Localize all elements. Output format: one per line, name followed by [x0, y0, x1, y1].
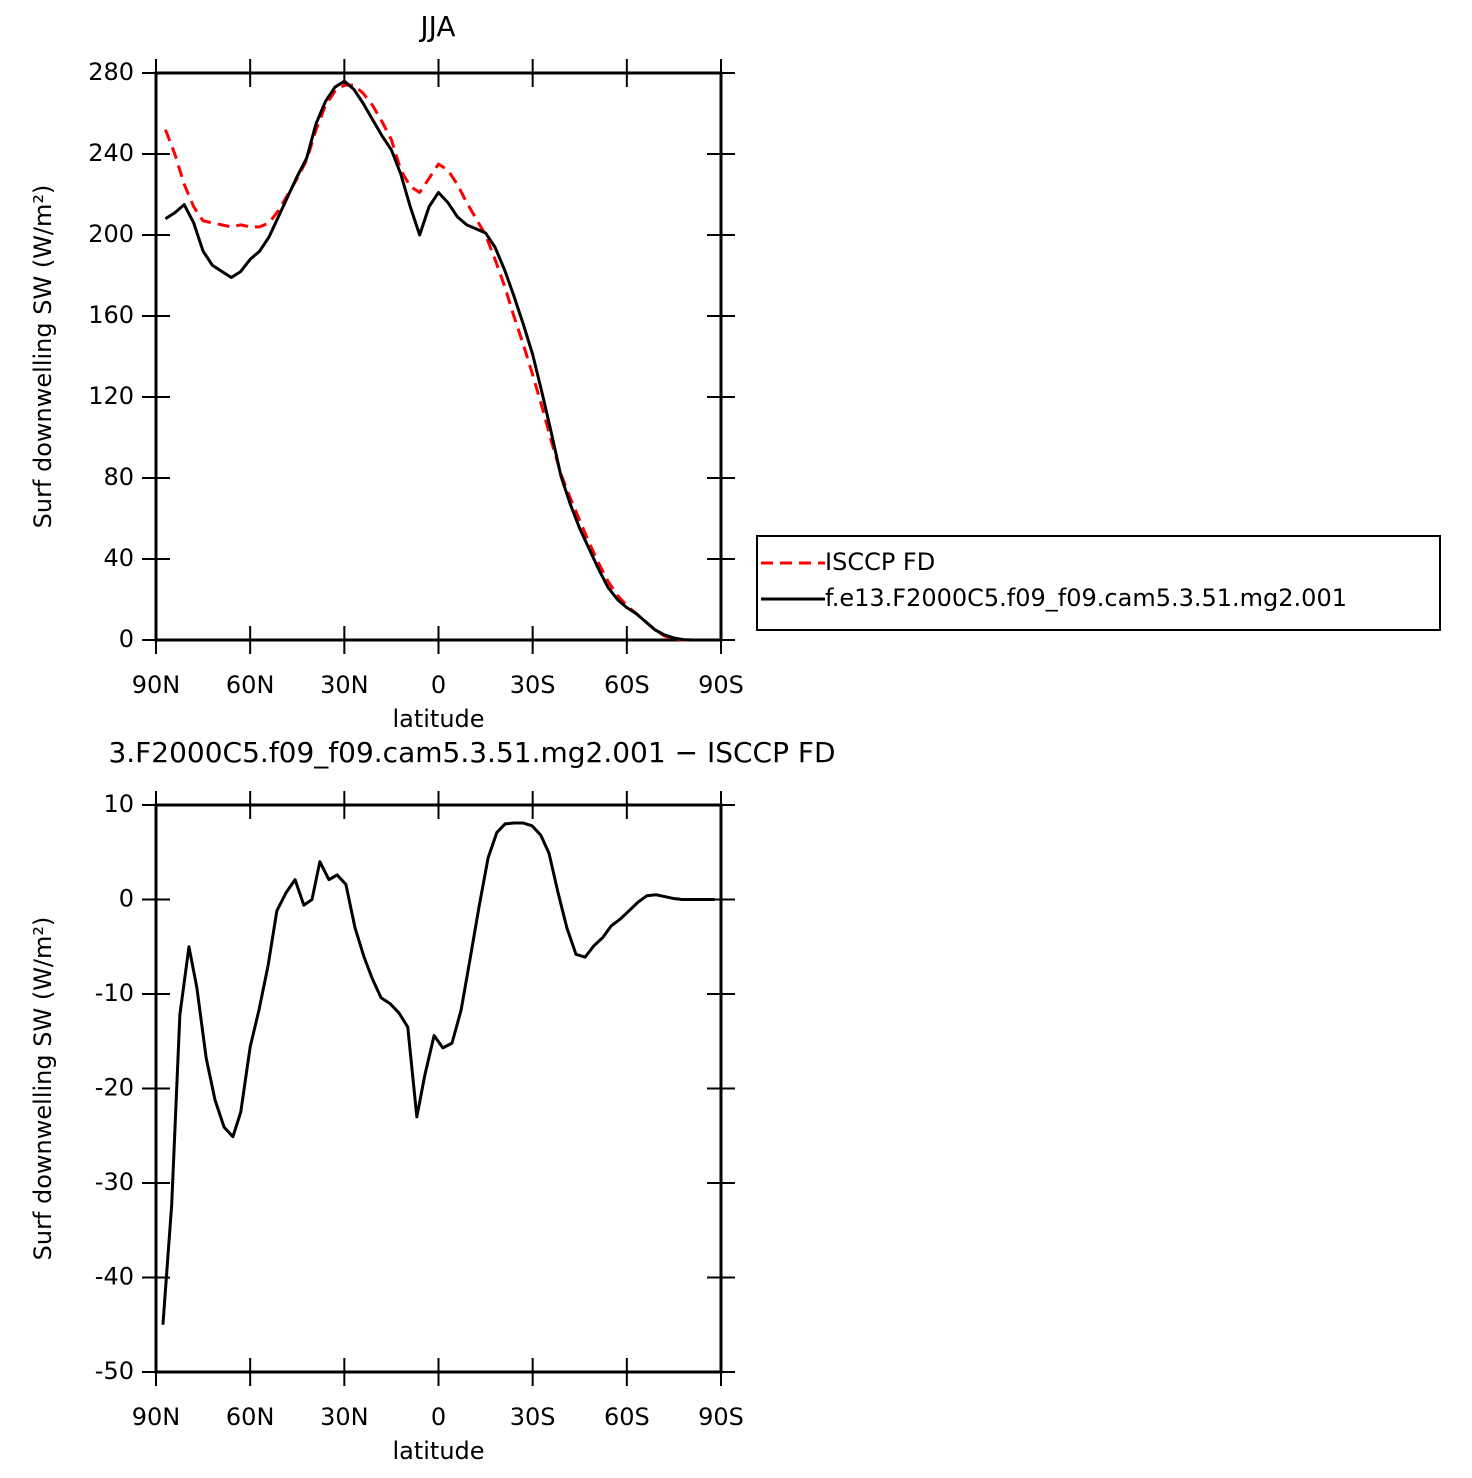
- x-tick-label: 90N: [132, 671, 181, 699]
- chart-title: 3.F2000C5.f09_f09.cam5.3.51.mg2.001 − IS…: [108, 736, 835, 769]
- x-axis-label: latitude: [392, 705, 484, 733]
- x-tick-label: 90S: [698, 671, 744, 699]
- y-tick-label: 0: [119, 885, 134, 913]
- x-tick-label: 60S: [604, 671, 650, 699]
- y-tick-label: 0: [119, 625, 134, 653]
- plot-frame: [154, 71, 723, 642]
- x-tick-label: 30N: [320, 1403, 369, 1431]
- y-tick-label: 80: [103, 463, 134, 491]
- plot-frame: [154, 803, 723, 1374]
- y-tick-label: 10: [103, 790, 134, 818]
- y-tick-label: 120: [88, 382, 134, 410]
- x-tick-label: 60N: [226, 671, 275, 699]
- y-tick-label: -40: [95, 1263, 134, 1291]
- y-axis-label: Surf downwelling SW (W/m²): [29, 917, 57, 1261]
- x-tick-label: 0: [431, 1403, 446, 1431]
- data-line: [164, 79, 712, 642]
- data-line: [161, 821, 715, 1325]
- y-tick-label: -30: [95, 1168, 134, 1196]
- y-tick-label: 160: [88, 301, 134, 329]
- x-tick-label: 30S: [510, 671, 556, 699]
- x-tick-label: 30S: [510, 1403, 556, 1431]
- y-axis-label: Surf downwelling SW (W/m²): [29, 185, 57, 529]
- y-tick-label: 40: [103, 544, 134, 572]
- data-line: [164, 83, 712, 642]
- y-tick-label: -20: [95, 1074, 134, 1102]
- legend-label: f.e13.F2000C5.f09_f09.cam5.3.51.mg2.001: [825, 584, 1347, 612]
- legend-box: [756, 535, 1441, 631]
- x-tick-label: 60S: [604, 1403, 650, 1431]
- x-tick-label: 90S: [698, 1403, 744, 1431]
- x-axis-label: latitude: [392, 1437, 484, 1465]
- y-tick-label: 200: [88, 220, 134, 248]
- x-tick-label: 60N: [226, 1403, 275, 1431]
- x-tick-label: 30N: [320, 671, 369, 699]
- y-tick-label: -50: [95, 1357, 134, 1385]
- y-tick-label: -10: [95, 979, 134, 1007]
- y-tick-label: 240: [88, 139, 134, 167]
- y-tick-label: 280: [88, 58, 134, 86]
- legend: ISCCP FD f.e13.F2000C5.f09_f09.cam5.3.51.…: [756, 535, 1441, 631]
- x-tick-label: 0: [431, 671, 446, 699]
- legend-label: ISCCP FD: [825, 548, 935, 576]
- x-tick-label: 90N: [132, 1403, 181, 1431]
- chart-title: JJA: [418, 10, 455, 43]
